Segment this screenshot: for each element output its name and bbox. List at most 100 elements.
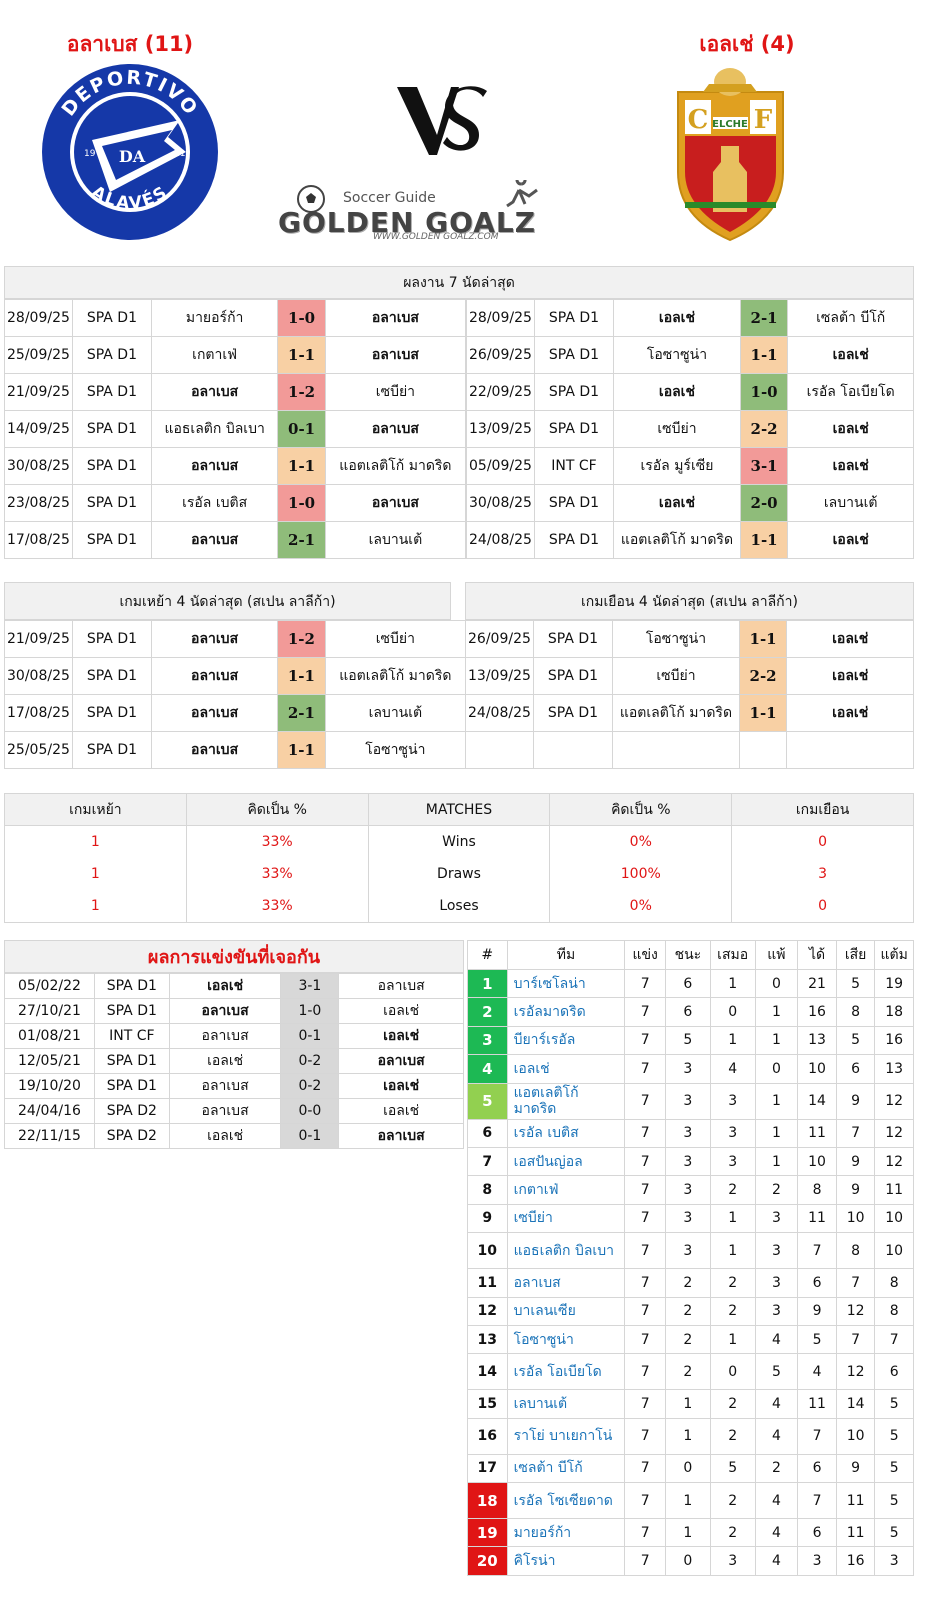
h2h-row: 19/10/20 SPA D1 อลาเบส 0-2 เอลเช่ [4, 1073, 464, 1099]
league-stat: 3 [797, 1546, 837, 1576]
league-stat: 3 [874, 1546, 914, 1576]
league-team-link[interactable]: เรอัล โซเซียดาด [506, 1482, 626, 1520]
league-stat: 8 [835, 997, 876, 1027]
match-date: 25/05/25 [4, 731, 73, 769]
h2h-date: 27/10/21 [4, 998, 95, 1024]
league-team-link[interactable]: เซลต้า บีโก้ [506, 1453, 626, 1484]
golden-goalz-brand: Soccer Guide GOLDEN GOALZ WWW.GOLDEN GOA… [278, 180, 600, 246]
last-7-section: ผลงาน 7 นัดล่าสุด 28/09/25 SPA D1 มายอร์ก้… [4, 266, 914, 559]
league-team-link[interactable]: เรอัล เบติส [506, 1118, 626, 1148]
league-team-link[interactable]: แอตเลติโก้ มาดริด [506, 1082, 626, 1120]
match-league: SPA D1 [71, 410, 152, 448]
league-stat: 7 [624, 1268, 666, 1298]
league-team-link[interactable]: ราโย่ บาเยกาโน่ [506, 1417, 626, 1455]
league-rank: 9 [467, 1203, 508, 1234]
league-stat: 2 [709, 1268, 756, 1298]
league-stat: 7 [835, 1324, 876, 1355]
league-team-link[interactable]: เอลเช่ [506, 1054, 626, 1084]
home-team: อลาเบส [150, 731, 279, 769]
league-stat: 2 [664, 1268, 711, 1298]
league-stat: 1 [754, 1082, 799, 1120]
brand-url: WWW.GOLDEN GOALZ.COM [373, 232, 499, 242]
league-stat: 6 [664, 997, 711, 1027]
league-stat: 1 [709, 1324, 756, 1355]
h2h-away: เอลเช่ [338, 1023, 464, 1049]
league-header-cell: # [467, 940, 508, 970]
summary-cell: 0% [549, 889, 733, 922]
league-row: 3 บียาร์เรอัล 7 5 1 1 13 5 16 [467, 1025, 914, 1056]
summary-border [185, 921, 369, 923]
h2h-league: SPA D2 [93, 1098, 170, 1124]
home-team: เรอัล เบติส [150, 484, 279, 522]
league-team-link[interactable]: โอซาซูน่า [506, 1324, 626, 1355]
league-row: 1 บาร์เซโลน่า 7 6 1 0 21 5 19 [467, 968, 914, 999]
league-stat: 4 [754, 1417, 799, 1455]
league-stat: 8 [874, 1268, 914, 1298]
league-row: 4 เอลเช่ 7 3 4 0 10 6 13 [467, 1054, 914, 1084]
league-stat: 4 [754, 1324, 799, 1355]
away-team: อลาเบส [324, 410, 467, 448]
league-rank: 15 [467, 1389, 508, 1419]
league-row: 12 บาเลนเซีย 7 2 2 3 9 12 8 [467, 1296, 914, 1326]
match-league: SPA D1 [71, 620, 153, 658]
league-team-link[interactable]: เลบานเต้ [506, 1389, 626, 1419]
league-team-link[interactable]: บียาร์เรอัล [506, 1025, 626, 1056]
match-row: 17/08/25 SPA D1 อลาเบส 2-1 เลบานเต้ [4, 521, 467, 559]
league-team-link[interactable]: เรอัลมาดริด [506, 997, 626, 1027]
league-team-link[interactable]: อลาเบส [506, 1268, 626, 1298]
h2h-league: SPA D1 [93, 998, 170, 1024]
league-team-link[interactable]: เซบีย่า [506, 1203, 626, 1234]
league-team-link[interactable]: เอสปันญ่อล [506, 1146, 626, 1177]
match-league: SPA D1 [532, 657, 614, 695]
league-stat: 1 [709, 1232, 756, 1270]
league-rank: 14 [467, 1353, 508, 1391]
h2h-home: อลาเบส [168, 1098, 282, 1124]
home-team: อลาเบส [150, 657, 279, 695]
h2h-league: INT CF [93, 1023, 170, 1049]
league-stat: 7 [797, 1482, 837, 1520]
home-team: เรอัล มูร์เซีย [613, 447, 741, 485]
league-team-link[interactable]: บาร์เซโลน่า [506, 968, 626, 999]
match-date: 30/08/25 [4, 447, 73, 485]
h2h-away: เอลเช่ [338, 998, 464, 1024]
h2h-date: 01/08/21 [4, 1023, 95, 1049]
league-stat: 7 [624, 1054, 666, 1084]
league-stat: 7 [624, 1146, 666, 1177]
away-team: เอลเช่ [787, 336, 914, 374]
league-stat: 2 [709, 1518, 756, 1548]
match-header: อลาเบส (11) เอลเช่ (4) DEPORTIVO ALAVÉS … [0, 0, 936, 265]
league-team-link[interactable]: มายอร์ก้า [506, 1518, 626, 1548]
match-league: SPA D1 [71, 657, 153, 695]
league-team-link[interactable]: เกตาเฟ่ [506, 1175, 626, 1205]
league-stat: 2 [709, 1417, 756, 1455]
match-row: 17/08/25 SPA D1 อลาเบส 2-1 เลบานเต้ [4, 694, 467, 732]
league-stat: 0 [709, 1353, 756, 1391]
h2h-away: อลาเบส [338, 1123, 464, 1149]
league-stat: 8 [797, 1175, 837, 1205]
league-stat: 2 [754, 1175, 799, 1205]
league-rank: 3 [467, 1025, 508, 1056]
league-stat: 11 [835, 1518, 876, 1548]
match-score: 1-2 [277, 373, 326, 411]
match-score: 1-1 [739, 521, 789, 559]
league-stat: 16 [835, 1546, 876, 1576]
league-rank: 6 [467, 1118, 508, 1148]
league-team-link[interactable]: บาเลนเซีย [506, 1296, 626, 1326]
match-row: 25/05/25 SPA D1 อลาเบส 1-1 โอซาซูน่า [4, 731, 467, 769]
league-stat: 14 [797, 1082, 837, 1120]
summary-cell: Draws [367, 857, 551, 890]
brand-title: GOLDEN GOALZ [278, 206, 537, 239]
league-stat: 7 [624, 1518, 666, 1548]
league-team-link[interactable]: แอธเลติก บิลเบา [506, 1232, 626, 1270]
away-team: เอลเช่ [786, 657, 914, 695]
match-score: 1-1 [277, 657, 326, 695]
match-date: 24/08/25 [465, 694, 534, 732]
empty-cell [786, 731, 914, 769]
league-team-link[interactable]: เรอัล โอเบียโด [506, 1353, 626, 1391]
league-row: 10 แอธเลติก บิลเบา 7 3 1 3 7 8 10 [467, 1232, 914, 1270]
match-date: 28/09/25 [4, 299, 73, 337]
league-stat: 11 [835, 1482, 876, 1520]
league-row: 7 เอสปันญ่อล 7 3 3 1 10 9 12 [467, 1146, 914, 1177]
league-team-link[interactable]: คิโรน่า [506, 1546, 626, 1576]
last-7-home-table: 28/09/25 SPA D1 มายอร์ก้า 1-0 อลาเบส 25/09/25… [4, 299, 467, 559]
